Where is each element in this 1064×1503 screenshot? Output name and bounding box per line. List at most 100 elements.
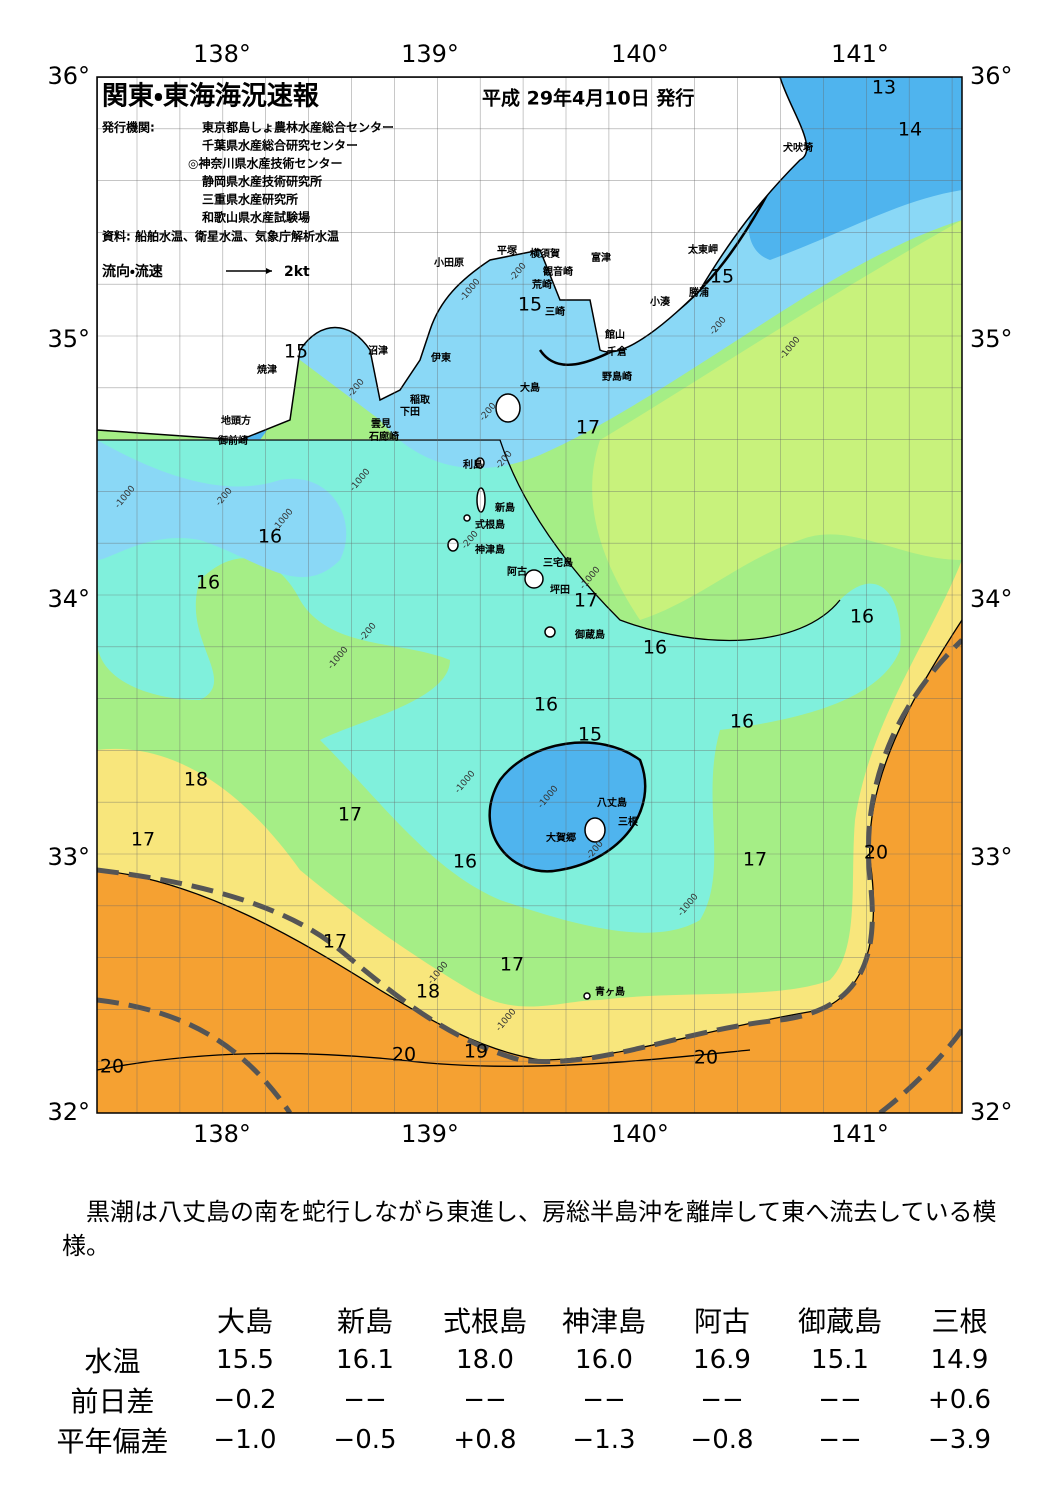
column-header: 新島 — [336, 1305, 393, 1338]
place-name: 荒崎 — [531, 278, 552, 291]
place-name: 御前崎 — [217, 434, 248, 447]
row-label: 前日差 — [70, 1385, 155, 1418]
place-name: 大賀郷 — [546, 831, 576, 844]
lat-label-right: 34° — [970, 585, 1013, 613]
isotherm-label: 20 — [864, 842, 888, 864]
place-name: 館山 — [604, 328, 625, 341]
isotherm-label: 15 — [284, 341, 308, 363]
isotherm-label: 16 — [730, 711, 754, 733]
place-name: 阿古 — [507, 565, 527, 578]
issuer: 三重県水産研究所 — [202, 192, 298, 207]
place-name: 坪田 — [550, 583, 570, 596]
table-cell: +0.6 — [927, 1385, 992, 1415]
legend-speed: 2kt — [284, 264, 310, 280]
lat-label-right: 35° — [970, 325, 1013, 353]
table-cell: −3.9 — [927, 1425, 992, 1455]
place-name: 沼津 — [368, 344, 388, 357]
legend-arrowhead — [266, 268, 272, 274]
column-header: 神津島 — [561, 1305, 646, 1338]
place-name: 千倉 — [607, 345, 628, 358]
isotherm-label: 19 — [464, 1041, 488, 1063]
place-name: 地頭方 — [221, 414, 251, 427]
isotherm-label: 20 — [392, 1044, 416, 1066]
place-name: 小湊 — [649, 295, 671, 308]
place-name: 下田 — [400, 406, 420, 418]
lon-label-top: 139° — [401, 40, 459, 68]
place-name: 三根 — [618, 815, 639, 828]
legend-label: 流向・流速 — [102, 263, 163, 280]
place-name: 雲見 — [371, 418, 391, 430]
map: 関東・東海海況速報 平成 29年4月10日 発行 発行機関: 資料: 船舶水温、… — [47, 40, 1013, 1148]
column-header: 式根島 — [442, 1305, 527, 1338]
place-name: 三崎 — [545, 305, 565, 318]
lat-label-right: 36° — [970, 62, 1013, 90]
place-name: 野島崎 — [602, 370, 632, 383]
isotherm-label: 16 — [258, 526, 282, 548]
map-frame — [96, 76, 963, 1114]
place-name: 太東岬 — [687, 243, 718, 256]
lon-label-bottom: 138° — [193, 1120, 251, 1148]
place-name: 八丈島 — [597, 796, 627, 809]
place-name: 焼津 — [257, 363, 277, 376]
isotherm-label: 17 — [500, 954, 524, 976]
isotherm-label: 17 — [574, 590, 598, 612]
issuer: 千葉県水産総合研究センター — [202, 138, 358, 153]
lon-label-bottom: 141° — [831, 1120, 889, 1148]
issuer: 和歌山県水産試験場 — [201, 210, 310, 225]
summary-text: 黒潮は八丈島の南を蛇行しながら東進し、房総半島沖を離岸して東へ流去している模様。 — [62, 1198, 997, 1260]
issuer: 静岡県水産技術研究所 — [202, 174, 322, 189]
isotherm-label: 20 — [694, 1047, 718, 1069]
temperature-table: 大島 新島 式根島 神津島 阿古 御蔵島 三根 水温 15.5 16.1 18.0 16.0 16.9 1… — [40, 1300, 1020, 1460]
table-cell: −0.2 — [213, 1385, 277, 1415]
table-cell: −1.0 — [213, 1425, 277, 1455]
isotherm-label: 17 — [131, 829, 155, 851]
isotherm-label: 14 — [898, 119, 922, 141]
table-cell: −1.3 — [572, 1425, 636, 1455]
row-label: 平年偏差 — [56, 1425, 169, 1458]
lat-label-left: 34° — [47, 585, 90, 613]
lon-label-bottom: 140° — [611, 1120, 669, 1148]
lat-label-left: 36° — [47, 62, 90, 90]
place-name: 小田原 — [433, 256, 464, 269]
lat-label-left: 35° — [47, 325, 90, 353]
isotherm-label: 15 — [578, 724, 602, 746]
column-header: 阿古 — [693, 1305, 750, 1338]
place-name: 三宅島 — [543, 556, 573, 569]
table-row: 平年偏差 −1.0 −0.5 +0.8 −1.3 −0.8 −− −3.9 — [40, 1420, 1020, 1460]
place-name: 神津島 — [474, 543, 505, 556]
place-name: 富津 — [591, 251, 611, 264]
isotherm-label: 16 — [453, 851, 477, 873]
lon-label-top: 138° — [193, 40, 251, 68]
place-name: 伊東 — [430, 351, 451, 364]
data-source: 資料: 船舶水温、衛星水温、気象庁解析水温 — [102, 229, 339, 244]
table-cell: −0.5 — [333, 1425, 397, 1455]
column-header: 三根 — [931, 1305, 988, 1338]
issue-date: 平成 29年4月10日 発行 — [482, 87, 694, 110]
isotherm-label: 17 — [576, 417, 600, 439]
lat-label-right: 32° — [970, 1098, 1013, 1126]
isotherm-label: 17 — [743, 849, 767, 871]
isotherm-label: 18 — [184, 769, 208, 791]
isotherm-label: 17 — [338, 804, 362, 826]
table-cell: 16.9 — [693, 1345, 751, 1375]
lon-label-top: 140° — [611, 40, 669, 68]
table-header: 大島 新島 式根島 神津島 阿古 御蔵島 三根 — [40, 1300, 1020, 1340]
isotherm-label: 13 — [872, 77, 896, 99]
land — [97, 77, 808, 441]
lon-label-bottom: 139° — [401, 1120, 459, 1148]
table-cell: −− — [818, 1425, 862, 1455]
issuer: 東京都島しょ農林水産総合センター — [202, 120, 394, 135]
table-cell: 16.0 — [575, 1345, 633, 1375]
isotherm-label: 17 — [323, 931, 347, 953]
sea-14 — [97, 77, 962, 872]
isotherm-label: 15 — [518, 294, 542, 316]
column-header: 大島 — [216, 1305, 273, 1338]
kuroshio-axis — [97, 638, 962, 1113]
place-name: 平塚 — [497, 244, 518, 257]
lon-label-top: 141° — [831, 40, 889, 68]
sea-20 — [97, 620, 962, 1113]
place-name: 稲取 — [410, 393, 431, 406]
place-name: 式根島 — [475, 518, 505, 531]
table-cell: 15.1 — [811, 1345, 869, 1375]
